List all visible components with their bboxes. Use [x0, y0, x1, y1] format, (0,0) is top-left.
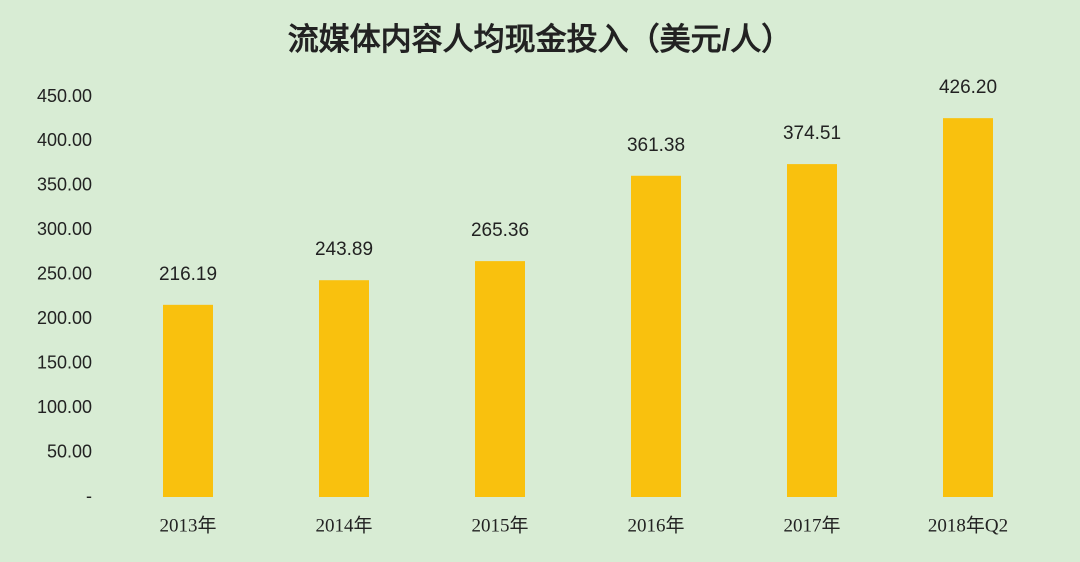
x-tick-label: 2017年 — [783, 514, 840, 536]
bar — [631, 175, 681, 498]
x-tick-label: 2016年 — [627, 514, 684, 536]
bar — [787, 164, 837, 497]
y-tick-label: 50.00 — [47, 441, 92, 461]
value-label: 265.36 — [471, 220, 529, 241]
x-tick-label: 2014年 — [315, 514, 372, 536]
y-tick-label: 250.00 — [37, 264, 92, 284]
bar — [475, 261, 525, 497]
chart-title: 流媒体内容人均现金投入（美元/人） — [288, 22, 793, 57]
bar — [319, 280, 369, 497]
value-label: 374.51 — [783, 123, 841, 144]
y-tick-label: 450.00 — [37, 86, 92, 106]
value-label: 361.38 — [627, 135, 685, 156]
y-tick-label: - — [86, 486, 92, 506]
x-tick-label: 2018年Q2 — [928, 514, 1008, 536]
value-label: 426.20 — [939, 77, 997, 98]
value-label: 216.19 — [159, 264, 217, 285]
y-tick-label: 200.00 — [37, 308, 92, 328]
bar — [943, 118, 993, 498]
value-label: 243.89 — [315, 239, 373, 260]
y-tick-label: 100.00 — [37, 397, 92, 417]
bar — [163, 304, 213, 497]
x-tick-label: 2015年 — [471, 514, 528, 536]
y-tick-label: 350.00 — [37, 175, 92, 195]
y-tick-label: 400.00 — [37, 130, 92, 150]
x-tick-label: 2013年 — [159, 514, 216, 536]
y-tick-label: 300.00 — [37, 219, 92, 239]
y-tick-label: 150.00 — [37, 352, 92, 372]
